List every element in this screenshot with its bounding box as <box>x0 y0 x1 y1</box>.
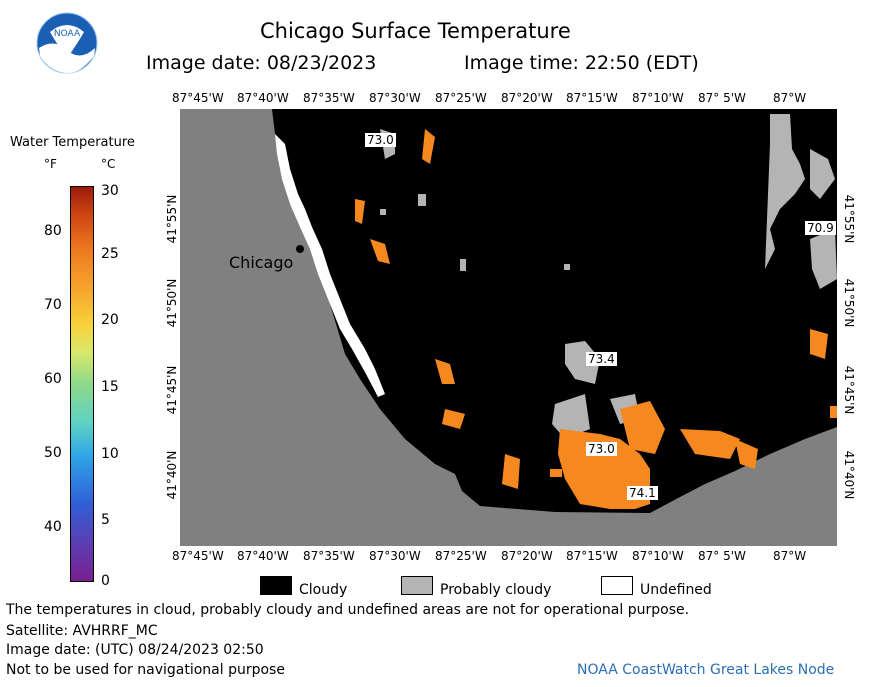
lon-tick-top: 87°40'W <box>237 91 289 105</box>
city-label: Chicago <box>229 253 294 272</box>
colorbar-title: Water Temperature <box>10 135 135 150</box>
lon-tick-top: 87°W <box>773 91 807 105</box>
colorbar-c-tick: 10 <box>101 446 119 462</box>
lon-tick-bottom: 87°25'W <box>435 549 487 563</box>
credit-label: NOAA CoastWatch Great Lakes Node <box>577 662 835 678</box>
colorbar-c-tick: 20 <box>101 312 119 328</box>
temp-label: 74.1 <box>627 486 658 500</box>
page-title: Chicago Surface Temperature <box>260 19 571 43</box>
legend-label-cloudy: Cloudy <box>299 582 348 598</box>
lon-tick-bottom: 87°40'W <box>237 549 289 563</box>
temp-label: 73.4 <box>586 352 617 366</box>
land <box>180 109 837 546</box>
lat-tick-left: 41°50'N <box>165 278 179 328</box>
undefined-area <box>275 134 385 397</box>
colorbar-c-tick: 5 <box>101 512 110 528</box>
lon-tick-top: 87°30'W <box>369 91 421 105</box>
legend-swatch-probably-cloudy <box>401 576 433 595</box>
colorbar-f-tick: 50 <box>44 445 62 461</box>
lon-tick-bottom: 87°30'W <box>369 549 421 563</box>
temp-label: 73.0 <box>365 133 396 147</box>
logo-text: NOAA <box>54 29 81 39</box>
lat-tick-left: 41°45'N <box>165 365 179 415</box>
lon-tick-bottom: 87°35'W <box>303 549 355 563</box>
lat-tick-right: 41°45'N <box>842 365 856 415</box>
lon-tick-bottom: 87°15'W <box>566 549 618 563</box>
colorbar-c-tick: 15 <box>101 379 119 395</box>
lon-tick-top: 87°10'W <box>632 91 684 105</box>
lat-tick-left: 41°40'N <box>165 450 179 500</box>
image-date: Image date: 08/23/2023 <box>146 52 377 74</box>
legend-label-probably-cloudy: Probably cloudy <box>440 582 552 598</box>
temperature-map <box>180 109 837 546</box>
lat-tick-right: 41°55'N <box>842 194 856 244</box>
lon-tick-top: 87°25'W <box>435 91 487 105</box>
lat-tick-right: 41°40'N <box>842 450 856 500</box>
lon-tick-top: 87°35'W <box>303 91 355 105</box>
colorbar-f-tick: 40 <box>44 519 62 535</box>
disclaimer-note: The temperatures in cloud, probably clou… <box>6 602 690 618</box>
legend-swatch-undefined <box>601 576 633 595</box>
nav-warning: Not to be used for navigational purpose <box>6 662 285 678</box>
colorbar-f-tick: 60 <box>44 371 62 387</box>
legend-label-undefined: Undefined <box>640 582 712 598</box>
colorbar-c-tick: 0 <box>101 573 110 589</box>
lon-tick-bottom: 87°20'W <box>501 549 553 563</box>
colorbar <box>70 186 94 582</box>
lat-tick-right: 41°50'N <box>842 278 856 328</box>
legend-swatch-cloudy <box>260 576 292 595</box>
noaa-logo: NOAA <box>36 12 98 74</box>
image-time: Image time: 22:50 (EDT) <box>464 52 699 74</box>
colorbar-f-tick: 70 <box>44 297 62 313</box>
temp-label: 70.9 <box>805 221 836 235</box>
colorbar-f-tick: 80 <box>44 223 62 239</box>
lon-tick-top: 87° 5'W <box>698 91 746 105</box>
lon-tick-top: 87°15'W <box>566 91 618 105</box>
utc-date-label: Image date: (UTC) 08/24/2023 02:50 <box>6 642 264 658</box>
colorbar-c-tick: 25 <box>101 246 119 262</box>
lon-tick-top: 87°45'W <box>172 91 224 105</box>
temp-label: 73.0 <box>586 442 617 456</box>
lon-tick-bottom: 87° 5'W <box>698 549 746 563</box>
lon-tick-bottom: 87°10'W <box>632 549 684 563</box>
chicago-marker <box>296 245 304 253</box>
colorbar-unit-c: °C <box>101 157 116 171</box>
colorbar-unit-f: °F <box>44 157 57 171</box>
satellite-label: Satellite: AVHRRF_MC <box>6 623 158 639</box>
lon-tick-bottom: 87°W <box>773 549 807 563</box>
lon-tick-top: 87°20'W <box>501 91 553 105</box>
lat-tick-left: 41°55'N <box>165 194 179 244</box>
colorbar-c-tick: 30 <box>101 183 119 199</box>
lon-tick-bottom: 87°45'W <box>172 549 224 563</box>
